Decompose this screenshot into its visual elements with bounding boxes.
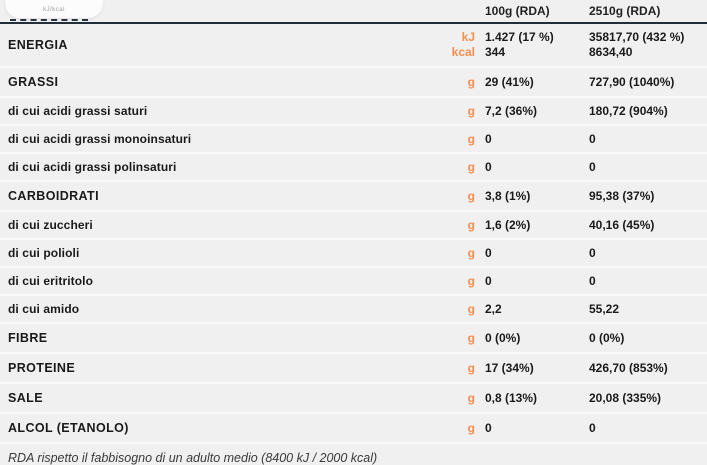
value-100g: 29 (41%) (485, 75, 534, 89)
value-2510g: 0 (589, 421, 596, 435)
value-2510g: 55,22 (589, 302, 620, 316)
value-100g: 1,6 (2%) (485, 218, 531, 232)
table-row-polioli: di cui polioli g 0 0 (0, 238, 707, 266)
table-row-saturi: di cui acidi grassi saturi g 7,2 (36%) 1… (0, 96, 707, 124)
value-2510g: 0 (589, 246, 596, 260)
value-2510g: 20,08 (335%) (589, 391, 662, 405)
unit-label: g (467, 132, 475, 146)
value-100g: 0 (485, 160, 492, 174)
value-2510g: 180,72 (904%) (589, 104, 668, 118)
unit-kj: kJ (461, 30, 475, 44)
unit-label: g (467, 160, 475, 174)
value-100g: 0,8 (13%) (485, 391, 538, 405)
table-row-polinsaturi: di cui acidi grassi polinsaturi g 0 0 (0, 152, 707, 180)
unit-label: g (467, 302, 475, 316)
nutrient-label: di cui polioli (8, 246, 80, 260)
value-2510g-kcal: 8634,40 (589, 45, 633, 59)
value-2510g: 35817,70 (432 %) 8634,40 (589, 30, 707, 60)
tooltip-text: kJ/kcal (43, 7, 65, 13)
unit-label: g (467, 331, 475, 345)
value-100g-kj: 1.427 (17 %) (485, 30, 554, 44)
value-2510g: 95,38 (37%) (589, 189, 655, 203)
nutrient-label: di cui eritritolo (8, 274, 94, 288)
value-100g-kcal: 344 (485, 45, 506, 59)
table-row-amido: di cui amido g 2,2 55,22 (0, 294, 707, 322)
table-row-carboidrati: CARBOIDRATI g 3,8 (1%) 95,38 (37%) (0, 180, 707, 210)
column-header-2510g: 2510g (RDA) (589, 4, 661, 18)
value-100g: 0 (0%) (485, 331, 521, 345)
unit-label: g (467, 246, 475, 260)
unit-label: g (467, 104, 475, 118)
nutrient-label: di cui acidi grassi polinsaturi (8, 160, 177, 174)
nutrient-label: ALCOL (ETANOLO) (8, 421, 129, 435)
nutrient-label: di cui acidi grassi monoinsaturi (8, 132, 192, 146)
unit-label: g (467, 218, 475, 232)
unit-label: g (467, 391, 475, 405)
unit-label: g (467, 421, 475, 435)
value-100g: 17 (34%) (485, 361, 534, 375)
value-2510g: 0 (589, 274, 596, 288)
nutrient-label: CARBOIDRATI (8, 189, 99, 203)
value-2510g: 727,90 (1040%) (589, 75, 675, 89)
table-row-proteine: PROTEINE g 17 (34%) 426,70 (853%) (0, 352, 707, 382)
nutrient-label: di cui amido (8, 302, 80, 316)
unit-label: g (467, 361, 475, 375)
nutrient-label: ENERGIA (8, 38, 68, 52)
value-2510g: 40,16 (45%) (589, 218, 655, 232)
table-row-sale: SALE g 0,8 (13%) 20,08 (335%) (0, 382, 707, 412)
unit-label: kJ kcal (439, 30, 475, 60)
unit-label: g (467, 75, 475, 89)
column-header-100g: 100g (RDA) (485, 4, 550, 18)
table-row-monoinsaturi: di cui acidi grassi monoinsaturi g 0 0 (0, 124, 707, 152)
unit-label: g (467, 274, 475, 288)
nutrient-label: GRASSI (8, 75, 59, 89)
unit-kcal: kcal (451, 45, 475, 59)
tooltip-trigger-underline[interactable] (10, 19, 88, 21)
value-100g: 7,2 (36%) (485, 104, 538, 118)
rda-footnote: RDA rispetto il fabbisogno di un adulto … (0, 442, 707, 465)
value-2510g-kj: 35817,70 (432 %) (589, 30, 685, 44)
nutrient-label: SALE (8, 391, 43, 405)
value-100g: 3,8 (1%) (485, 189, 531, 203)
nutrient-label: FIBRE (8, 331, 48, 345)
value-100g: 0 (485, 132, 492, 146)
value-100g: 0 (485, 246, 492, 260)
nutrient-label: di cui acidi grassi saturi (8, 104, 148, 118)
value-100g: 1.427 (17 %) 344 (485, 30, 589, 60)
table-row-zuccheri: di cui zuccheri g 1,6 (2%) 40,16 (45%) (0, 210, 707, 238)
tooltip-artifact: kJ/kcal (5, 0, 103, 18)
value-2510g: 426,70 (853%) (589, 361, 668, 375)
table-row-grassi: GRASSI g 29 (41%) 727,90 (1040%) (0, 66, 707, 96)
value-2510g: 0 (589, 160, 596, 174)
value-2510g: 0 (0%) (589, 331, 625, 345)
unit-label: g (467, 189, 475, 203)
table-header-row: 100g (RDA) 2510g (RDA) kJ/kcal (0, 0, 707, 24)
table-row-energia: ENERGIA kJ kcal 1.427 (17 %) 344 35817,7… (0, 24, 707, 66)
value-100g: 0 (485, 421, 492, 435)
value-2510g: 0 (589, 132, 596, 146)
value-100g: 0 (485, 274, 492, 288)
table-row-fibre: FIBRE g 0 (0%) 0 (0%) (0, 322, 707, 352)
value-100g: 2,2 (485, 302, 502, 316)
table-row-eritritolo: di cui eritritolo g 0 0 (0, 266, 707, 294)
table-row-alcol: ALCOL (ETANOLO) g 0 0 (0, 412, 707, 442)
nutrient-label: di cui zuccheri (8, 218, 93, 232)
nutrient-label: PROTEINE (8, 361, 76, 375)
